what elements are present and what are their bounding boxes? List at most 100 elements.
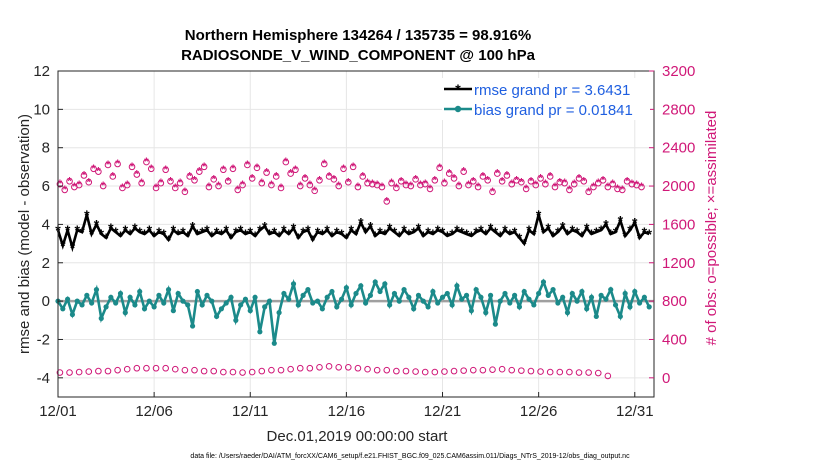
x-tick-label: 12/31 <box>616 403 654 420</box>
data-point-possible_low <box>258 367 266 375</box>
data-point-bias <box>242 296 249 302</box>
data-point-possible_low <box>537 368 544 375</box>
data-point-bias <box>387 302 393 308</box>
data-point-assimilated: * <box>433 174 438 186</box>
data-point-bias <box>540 279 547 285</box>
data-point-bias <box>363 300 369 306</box>
data-point-possible <box>590 183 597 191</box>
data-point-rmse: * <box>108 220 114 236</box>
data-point-rmse: * <box>488 220 494 236</box>
data-point-rmse: * <box>262 218 268 234</box>
data-point-rmse: * <box>190 218 196 234</box>
y-tick-label: 0 <box>42 293 50 310</box>
data-point-assimilated: * <box>120 182 125 194</box>
data-point-possible <box>277 184 285 192</box>
data-point-assimilated: * <box>327 171 332 183</box>
data-point-bias <box>579 288 585 295</box>
y-tick-label: -4 <box>37 370 50 387</box>
data-point-possible <box>109 173 117 180</box>
data-point-possible <box>200 163 208 171</box>
data-point-bias <box>478 294 484 300</box>
data-point-possible_low <box>421 368 429 376</box>
data-point-bias <box>617 313 623 320</box>
data-point-assimilated: * <box>192 174 197 186</box>
data-point-rmse: * <box>84 207 90 223</box>
data-point-bias <box>627 304 633 310</box>
data-point-possible_low <box>239 369 246 376</box>
data-point-rmse: * <box>541 224 547 240</box>
data-point-possible <box>618 186 626 194</box>
data-point-bias <box>314 298 321 304</box>
data-point-possible <box>167 177 174 185</box>
data-point-assimilated: * <box>135 169 140 181</box>
data-point-assimilated: * <box>197 166 202 178</box>
data-point-possible <box>335 182 342 190</box>
data-point-possible <box>450 175 458 182</box>
data-point-possible_low <box>229 368 237 376</box>
data-point-possible_low <box>123 365 131 373</box>
data-point-assimilated: * <box>332 173 337 185</box>
data-point-possible_low <box>316 363 323 371</box>
data-point-possible_low <box>66 369 73 376</box>
data-point-possible <box>345 178 352 186</box>
y-right-tick-label: 2800 <box>662 101 695 118</box>
data-point-possible <box>594 179 602 187</box>
y-right-tick-label: 1200 <box>662 255 695 272</box>
data-point-bias <box>98 315 104 321</box>
data-point-bias <box>612 302 619 308</box>
data-point-assimilated: * <box>178 177 183 189</box>
data-point-possible_low <box>277 366 285 374</box>
data-point-assimilated: * <box>346 176 351 188</box>
data-point-rmse: * <box>272 224 278 240</box>
series-assimilated: * ** * **** ****** ******* **** *** ** ******** **… <box>58 156 645 207</box>
legend-box <box>442 78 650 120</box>
data-point-bias <box>84 292 90 298</box>
series-bias <box>55 278 652 346</box>
data-point-bias <box>108 294 114 300</box>
data-point-assimilated: * <box>519 176 524 188</box>
data-point-rmse: * <box>406 226 412 242</box>
data-point-bias <box>218 306 225 312</box>
data-point-assimilated: * <box>548 171 553 183</box>
data-point-assimilated: * <box>308 179 313 191</box>
data-point-possible_low <box>431 368 439 376</box>
data-point-rmse: * <box>613 224 619 240</box>
data-point-rmse: * <box>502 222 508 238</box>
data-point-bias <box>636 300 643 306</box>
data-point-assimilated: * <box>495 168 500 180</box>
data-point-possible_low <box>546 368 554 376</box>
data-point-assimilated: * <box>149 163 154 175</box>
data-point-bias <box>608 287 614 293</box>
legend-bias-marker <box>454 105 462 113</box>
data-point-rmse: * <box>473 224 479 240</box>
data-point-rmse: * <box>459 224 465 240</box>
data-point-assimilated: * <box>625 175 630 187</box>
data-point-assimilated: * <box>389 177 394 189</box>
data-point-rmse: * <box>238 222 244 238</box>
data-point-bias <box>266 298 273 304</box>
data-point-bias <box>622 290 628 297</box>
data-point-assimilated: * <box>351 161 356 173</box>
data-point-assimilated: * <box>111 171 116 183</box>
data-point-possible <box>215 182 222 190</box>
legend-bias-label: bias grand pr = 0.01841 <box>474 102 633 119</box>
data-point-possible <box>143 158 150 166</box>
data-point-assimilated: * <box>231 163 236 175</box>
data-point-possible <box>359 173 367 180</box>
data-point-possible <box>469 177 477 185</box>
data-point-possible <box>436 164 443 172</box>
data-point-rmse: * <box>228 230 234 246</box>
data-point-rmse: * <box>440 224 446 240</box>
data-point-assimilated: * <box>572 178 577 190</box>
data-point-assimilated: * <box>159 177 164 189</box>
data-point-possible <box>176 179 184 187</box>
data-point-rmse: * <box>594 224 600 240</box>
data-point-rmse: * <box>421 228 427 244</box>
data-point-possible_low <box>518 367 525 374</box>
data-point-possible <box>229 165 237 173</box>
data-point-bias <box>555 300 561 306</box>
data-point-possible <box>426 185 434 193</box>
data-point-possible <box>320 160 328 168</box>
data-point-assimilated: * <box>553 181 558 193</box>
data-point-possible <box>263 169 270 176</box>
